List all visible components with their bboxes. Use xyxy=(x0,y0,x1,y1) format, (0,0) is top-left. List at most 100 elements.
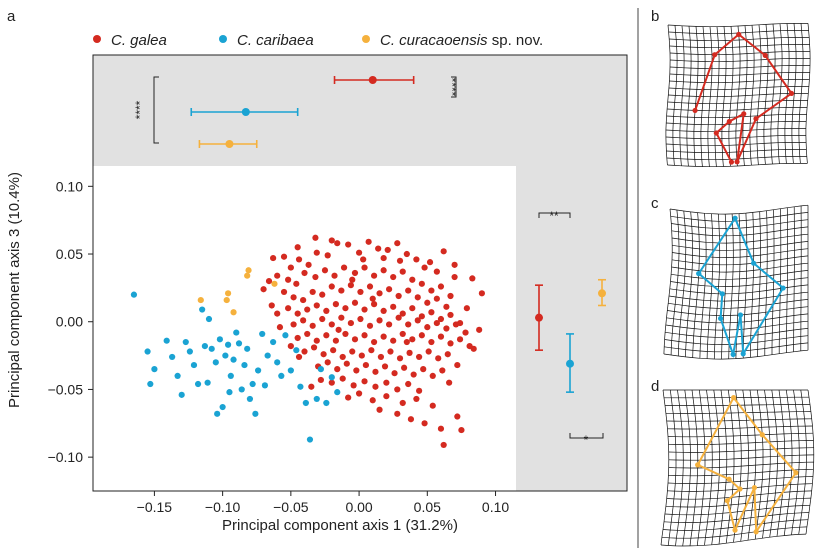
point-galea xyxy=(290,321,297,328)
point-galea xyxy=(294,310,301,317)
point-galea xyxy=(320,351,327,358)
point-caribaea xyxy=(205,315,213,323)
point-galea xyxy=(338,314,345,321)
point-galea xyxy=(414,294,421,301)
point-galea xyxy=(451,261,458,268)
point-galea xyxy=(433,295,440,302)
point-galea xyxy=(429,372,436,379)
grid-line xyxy=(668,291,809,302)
point-caribaea xyxy=(249,380,256,388)
point-caribaea xyxy=(241,361,248,369)
point-galea xyxy=(476,326,483,333)
point-galea xyxy=(308,383,315,390)
point-galea xyxy=(456,336,464,343)
point-galea xyxy=(380,333,387,340)
point-galea xyxy=(458,426,465,434)
point-caribaea xyxy=(178,391,185,398)
point-galea xyxy=(390,303,397,310)
pc3-mean-caribaea xyxy=(566,359,574,368)
point-galea xyxy=(345,394,352,401)
point-galea xyxy=(440,441,447,449)
legend-label-curacaoensis: C. curacaoensis sp. nov. xyxy=(380,32,543,49)
point-caribaea xyxy=(219,403,226,411)
point-galea xyxy=(447,340,454,347)
point-caribaea xyxy=(313,395,320,403)
grid-line xyxy=(671,262,809,273)
point-galea xyxy=(414,317,421,324)
grid-line xyxy=(669,50,811,56)
point-galea xyxy=(391,370,398,377)
point-galea xyxy=(358,352,365,359)
grid-line xyxy=(668,447,814,453)
y-tick-label: −0.05 xyxy=(48,381,84,397)
point-galea xyxy=(339,375,346,382)
sig-bracket-top-right: **** xyxy=(445,76,459,98)
point-caribaea xyxy=(169,353,176,361)
point-galea xyxy=(406,349,413,356)
grid-line xyxy=(668,468,814,477)
pc3-errorbars xyxy=(535,278,606,393)
panel-label-d: d xyxy=(651,378,659,395)
point-galea xyxy=(428,309,435,316)
point-caribaea xyxy=(199,306,206,313)
point-galea xyxy=(349,348,356,355)
point-caribaea xyxy=(264,352,271,359)
point-caribaea xyxy=(163,337,170,344)
point-galea xyxy=(369,295,376,302)
landmark-point xyxy=(737,486,743,492)
point-galea xyxy=(305,261,312,268)
point-galea xyxy=(380,267,387,274)
point-caribaea xyxy=(244,345,251,352)
x-tick-label: −0.10 xyxy=(205,499,241,515)
point-caribaea xyxy=(293,347,300,354)
grid-line xyxy=(669,78,810,84)
point-galea xyxy=(301,348,308,355)
point-curacaoensis xyxy=(224,290,232,297)
grid-line xyxy=(664,335,809,345)
panel-label-c: c xyxy=(651,195,659,212)
point-galea xyxy=(418,280,425,287)
landmark-point xyxy=(717,315,724,322)
grid-line xyxy=(669,71,810,77)
point-galea xyxy=(433,319,440,327)
landmark-point xyxy=(741,111,747,117)
point-galea xyxy=(312,234,319,241)
landmark-point xyxy=(731,395,737,401)
point-galea xyxy=(338,287,345,294)
point-caribaea xyxy=(328,374,335,381)
point-galea xyxy=(287,264,294,271)
landmark-point xyxy=(759,432,765,438)
panel-label-a: a xyxy=(7,8,16,25)
point-curacaoensis xyxy=(245,267,252,274)
point-galea xyxy=(370,301,378,308)
pc1-mean-caribaea xyxy=(241,108,250,116)
point-galea xyxy=(452,321,460,328)
point-galea xyxy=(324,252,331,259)
grid-line xyxy=(667,476,814,484)
point-caribaea xyxy=(323,399,330,407)
grid-line xyxy=(664,396,809,399)
point-galea xyxy=(386,286,393,293)
point-galea xyxy=(437,283,445,290)
point-galea xyxy=(399,268,406,275)
point-caribaea xyxy=(151,366,158,373)
landmark-point xyxy=(726,118,732,125)
point-galea xyxy=(357,288,364,296)
point-galea xyxy=(331,272,338,279)
point-galea xyxy=(437,333,445,340)
plot-area xyxy=(93,166,516,491)
point-caribaea xyxy=(270,338,277,346)
plot-frame xyxy=(92,54,628,492)
deformation-grid-d xyxy=(660,389,815,547)
point-galea xyxy=(418,313,425,320)
point-caribaea xyxy=(204,379,211,386)
deformation-grid-b xyxy=(665,22,811,168)
point-galea xyxy=(368,347,375,354)
point-galea xyxy=(361,306,368,313)
landmark-point xyxy=(692,107,698,114)
point-galea xyxy=(409,305,416,312)
sig-label-right-bottom: * xyxy=(584,433,589,447)
landmark-point xyxy=(753,529,759,535)
point-curacaoensis xyxy=(271,280,278,287)
x-tick-label: −0.15 xyxy=(137,499,173,515)
